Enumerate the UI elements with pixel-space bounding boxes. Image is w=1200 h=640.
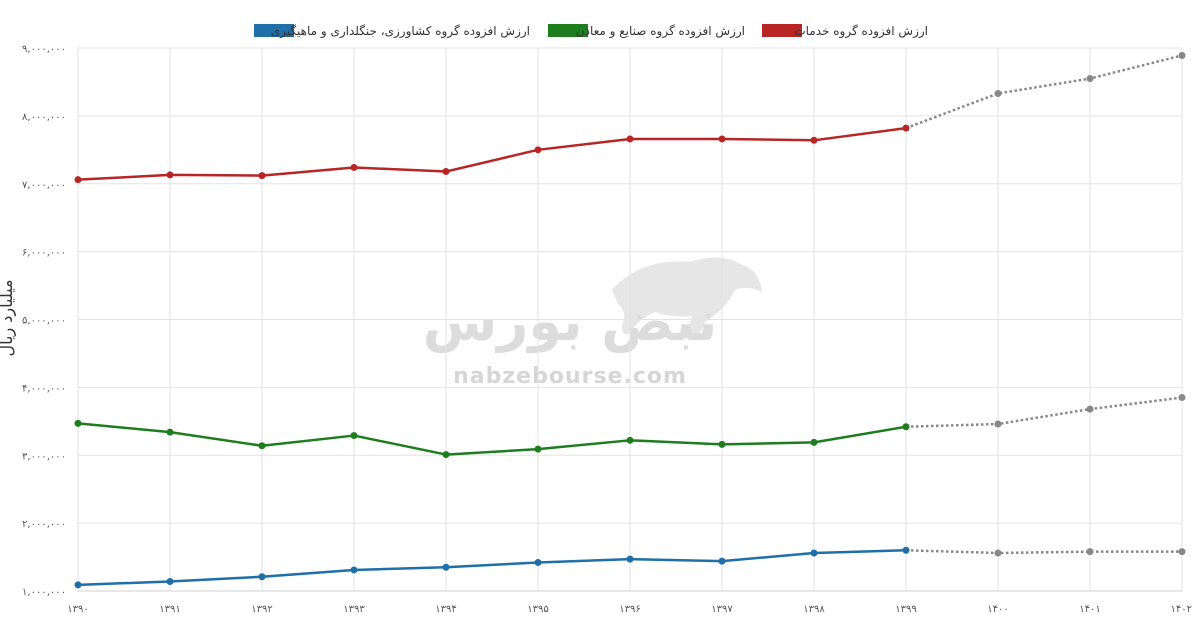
series-line: [77, 549, 907, 587]
x-tick-label: ۱۴۰۰: [987, 604, 1008, 615]
series-2: [74, 51, 1186, 184]
y-axis-label: میلیارد ریال: [0, 279, 17, 356]
x-tick-label: ۱۳۹۹: [895, 604, 916, 615]
series-0: [74, 546, 1186, 589]
y-tick-label: ۲,۰۰۰,۰۰۰: [22, 519, 66, 530]
data-point[interactable]: [902, 546, 910, 554]
data-point[interactable]: [74, 419, 82, 427]
legend-label[interactable]: ارزش افزوده گروه خدمات: [794, 24, 928, 39]
data-point[interactable]: [810, 549, 818, 557]
x-tick-label: ۱۳۹۲: [251, 604, 272, 615]
x-tick-label: ۱۳۹۶: [619, 604, 640, 615]
x-tick-label: ۱۳۹۸: [803, 604, 825, 615]
legend-swatch[interactable]: [762, 24, 802, 37]
series-1: [74, 394, 1186, 459]
data-point[interactable]: [442, 563, 450, 571]
forecast-line: [905, 54, 1183, 130]
series-line: [77, 422, 907, 456]
x-tick-label: ۱۳۹۵: [527, 604, 548, 615]
data-point[interactable]: [626, 436, 634, 444]
data-point[interactable]: [74, 176, 82, 184]
legend: ارزش افزوده گروه خدمات ارزش افزوده گروه ص…: [254, 24, 928, 39]
data-point[interactable]: [166, 577, 174, 585]
x-tick-label: ۱۳۹۰: [67, 604, 88, 615]
y-tick-label: ۹,۰۰۰,۰۰۰: [22, 44, 66, 55]
data-point[interactable]: [350, 432, 358, 440]
y-tick-label: ۳,۰۰۰,۰۰۰: [22, 451, 66, 462]
x-tick-label: ۱۳۹۱: [159, 604, 180, 615]
data-point[interactable]: [258, 573, 266, 581]
data-point[interactable]: [442, 168, 450, 176]
data-point[interactable]: [166, 171, 174, 179]
forecast-point[interactable]: [994, 420, 1002, 428]
bull-logo-icon: [612, 257, 762, 338]
forecast-line: [905, 549, 1182, 555]
y-tick-label: ۶,۰۰۰,۰۰۰: [22, 248, 66, 259]
x-tick-label: ۱۴۰۱: [1079, 604, 1100, 615]
data-point[interactable]: [258, 442, 266, 450]
data-point[interactable]: [442, 451, 450, 459]
data-point[interactable]: [166, 428, 174, 436]
data-point[interactable]: [350, 163, 358, 171]
y-tick-label: ۵,۰۰۰,۰۰۰: [22, 316, 66, 327]
forecast-point[interactable]: [1178, 548, 1186, 556]
forecast-point[interactable]: [1086, 405, 1094, 413]
forecast-point[interactable]: [994, 89, 1002, 97]
x-tick-label: ۱۳۹۳: [343, 604, 365, 615]
data-point[interactable]: [258, 172, 266, 180]
forecast-point[interactable]: [1178, 51, 1186, 59]
data-point[interactable]: [902, 124, 910, 132]
forecast-line: [905, 396, 1183, 428]
data-point[interactable]: [718, 135, 726, 143]
series-layer: [74, 51, 1186, 589]
series-line: [77, 126, 907, 181]
data-point[interactable]: [626, 135, 634, 143]
data-point[interactable]: [534, 146, 542, 154]
forecast-point[interactable]: [1086, 548, 1094, 556]
legend-label[interactable]: ارزش افزوده گروه صنایع و معادن: [576, 24, 745, 39]
watermark-logo-text: نبض بورس: [423, 290, 718, 354]
data-point[interactable]: [718, 440, 726, 448]
y-tick-label: ۸,۰۰۰,۰۰۰: [22, 112, 66, 123]
watermark-url: nabzebourse.com: [453, 364, 687, 389]
data-point[interactable]: [718, 557, 726, 565]
x-tick-label: ۱۳۹۴: [435, 604, 456, 615]
data-point[interactable]: [810, 136, 818, 144]
legend-swatch[interactable]: [548, 24, 588, 37]
data-point[interactable]: [902, 423, 910, 431]
x-axis-ticks: ۱۳۹۰ ۱۳۹۱ ۱۳۹۲ ۱۳۹۳ ۱۳۹۴ ۱۳۹۵ ۱۳۹۶ ۱۳۹۷ ۱۳۹۸ ۱۳۹۹…: [67, 604, 1192, 615]
legend-label[interactable]: ارزش افزوده گروه کشاورزی، جنگلداری و ماه…: [271, 24, 530, 39]
data-point[interactable]: [810, 438, 818, 446]
data-point[interactable]: [74, 581, 82, 589]
forecast-point[interactable]: [1086, 75, 1094, 83]
y-tick-label: ۴,۰۰۰,۰۰۰: [22, 383, 66, 394]
x-tick-label: ۱۳۹۷: [711, 604, 733, 615]
grid: [77, 47, 1183, 592]
forecast-point[interactable]: [1178, 394, 1186, 402]
forecast-point[interactable]: [994, 549, 1002, 557]
x-tick-label: ۱۴۰۲: [1171, 604, 1192, 615]
watermark: نبض بورس nabzebourse.com: [423, 257, 762, 389]
data-point[interactable]: [626, 555, 634, 563]
data-point[interactable]: [534, 558, 542, 566]
data-point[interactable]: [534, 445, 542, 453]
legend-swatch[interactable]: [254, 24, 294, 37]
data-point[interactable]: [350, 566, 358, 574]
y-tick-label: ۷,۰۰۰,۰۰۰: [22, 180, 66, 191]
y-tick-label: ۱,۰۰۰,۰۰۰: [22, 587, 66, 598]
y-axis-ticks: ۹,۰۰۰,۰۰۰ ۸,۰۰۰,۰۰۰ ۷,۰۰۰,۰۰۰ ۶,۰۰۰,۰۰۰ ۵,۰۰…: [22, 44, 66, 598]
